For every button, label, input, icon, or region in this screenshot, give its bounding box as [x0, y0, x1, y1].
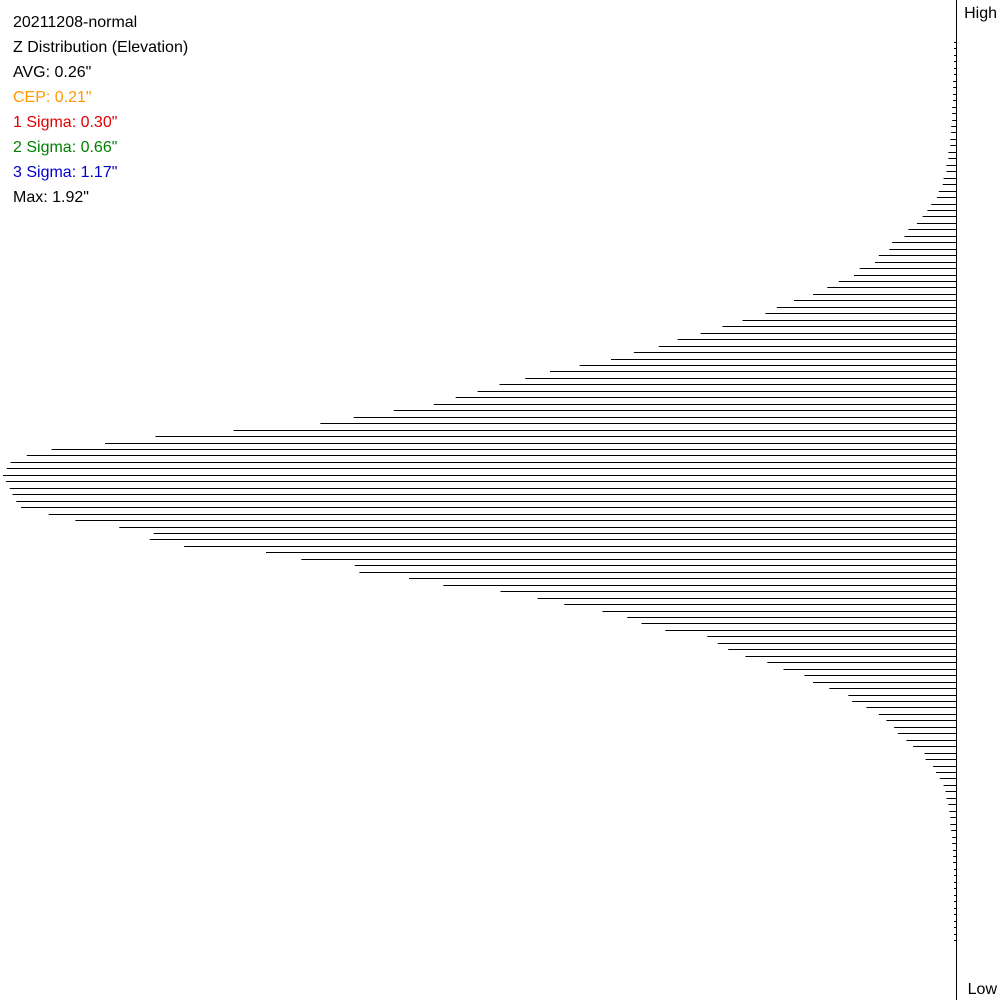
bar-series: [3, 42, 956, 941]
cep-stat: CEP: 0.21": [13, 89, 92, 106]
chart-subtitle: Z Distribution (Elevation): [13, 39, 189, 56]
avg-stat: AVG: 0.26": [13, 64, 92, 81]
sigma3-stat: 3 Sigma: 1.17": [13, 164, 118, 181]
sigma2-stat: 2 Sigma: 0.66": [13, 139, 118, 156]
low-label: Low: [967, 981, 997, 998]
dataset-name: 20211208-normal: [13, 14, 138, 31]
stats-panel: 20211208-normal Z Distribution (Elevatio…: [13, 10, 188, 210]
max-stat: Max: 1.92": [13, 189, 89, 206]
high-label: High: [964, 5, 997, 22]
sigma1-stat: 1 Sigma: 0.30": [13, 114, 118, 131]
